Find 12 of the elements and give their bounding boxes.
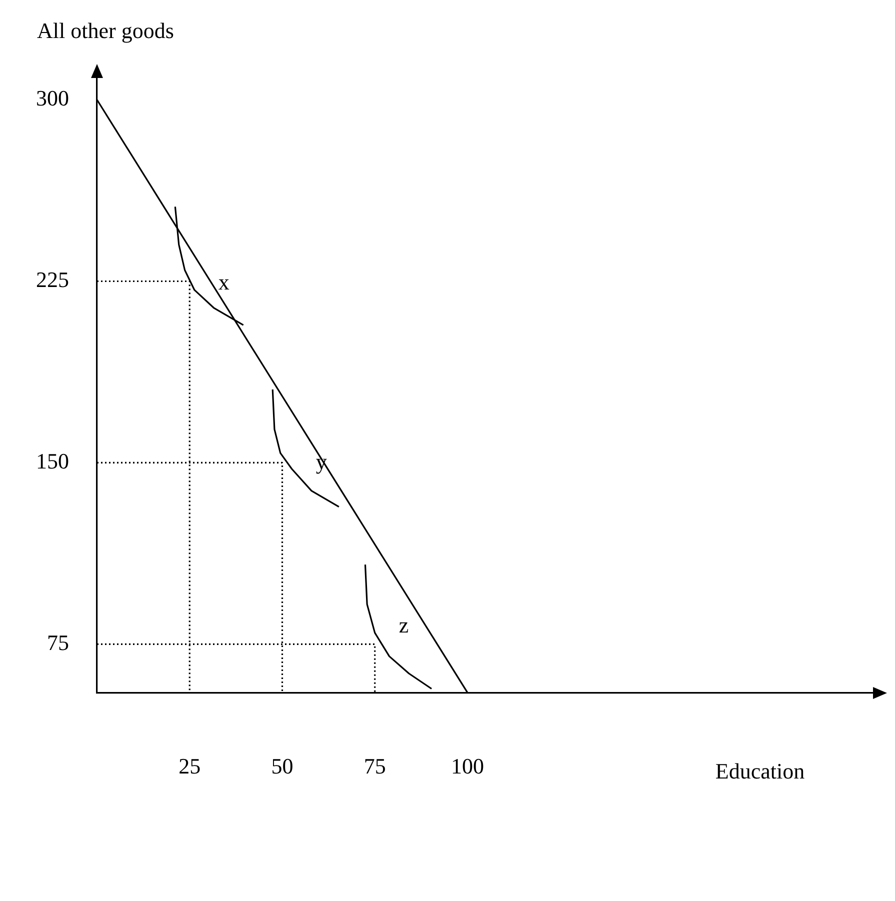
x-tick-label: 25	[178, 754, 201, 779]
y-tick-label: 150	[36, 448, 69, 474]
x-tick-label: 75	[364, 754, 386, 779]
annotation: z	[398, 612, 409, 638]
x-axis-title: Education	[715, 758, 805, 784]
y-tick-label: 225	[36, 267, 69, 292]
x-tick-label: 50	[271, 754, 294, 779]
annotation: x	[218, 270, 230, 295]
y-tick-label: 75	[47, 630, 69, 655]
x-tick-label: 100	[450, 754, 484, 779]
y-tick-label: 300	[36, 86, 69, 111]
y-axis-title: All other goods	[37, 18, 174, 43]
